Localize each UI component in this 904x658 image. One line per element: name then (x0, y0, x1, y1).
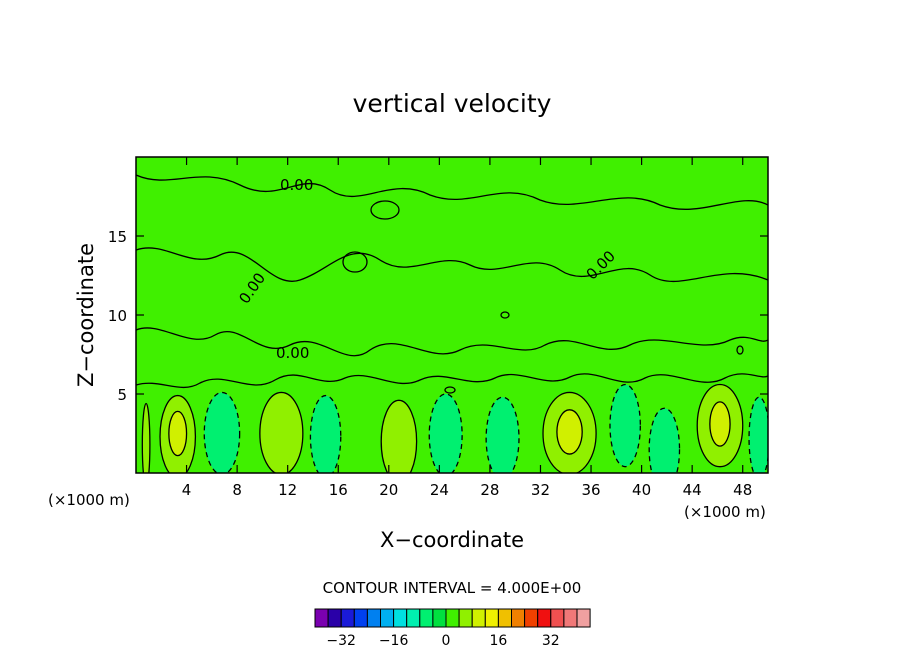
colorbar-swatch (471, 608, 486, 628)
contour-cell-strong (709, 401, 731, 447)
contour-cell-positive (380, 399, 418, 473)
colorbar-tick-label: 16 (489, 633, 507, 649)
x-tick-label: 32 (531, 481, 550, 499)
colorbar-swatch (563, 608, 578, 628)
contour-cell-strong (556, 409, 583, 455)
colorbar-swatch (524, 608, 539, 628)
y-axis-label: Z−coordinate (74, 243, 98, 387)
colorbar-swatch (432, 608, 447, 628)
plot-area: 0.00 0.00 0.00 0.00 4 8 12 16 20 24 28 32 36 40 44… (108, 156, 769, 499)
x-unit-right: (×1000 m) (684, 503, 766, 521)
contour-line (370, 200, 400, 220)
contour-line (736, 345, 744, 355)
field-layer (141, 383, 768, 473)
contour-cell-positive (141, 402, 151, 473)
contour-cell-negative (485, 396, 520, 473)
colorbar-swatch (445, 608, 460, 628)
colorbar-tick-label: −32 (326, 633, 356, 649)
colorbar-ticks: −32 −16 0 16 32 (326, 633, 559, 649)
contour-line (444, 386, 456, 394)
colorbar-swatch (327, 608, 342, 628)
contour-cell-negative (748, 396, 768, 473)
contour-label: 0.00 (276, 344, 309, 362)
colorbar-tick-label: −16 (379, 633, 409, 649)
y-tick-label: 10 (108, 307, 127, 325)
x-axis-ticks: 4 8 12 16 20 24 28 32 36 40 44 48 (182, 157, 752, 499)
x-tick-label: 44 (683, 481, 702, 499)
colorbar-swatch (458, 608, 473, 628)
contour-line (136, 174, 768, 210)
contour-line (136, 373, 768, 388)
contour-cell-strong (168, 410, 188, 457)
colorbar-swatch (366, 608, 381, 628)
contour-cell-negative (203, 391, 241, 473)
colorbar-swatch (406, 608, 421, 628)
y-tick-label: 15 (108, 228, 127, 246)
contour-label: 0.00 (280, 176, 313, 194)
x-tick-label: 8 (232, 481, 242, 499)
colorbar-swatch (484, 608, 499, 628)
region-contours (168, 401, 731, 457)
contour-cell-negative (609, 383, 641, 468)
x-tick-label: 24 (430, 481, 449, 499)
x-tick-label: 36 (581, 481, 600, 499)
contour-cell-negative (648, 407, 681, 473)
x-tick-label: 48 (733, 481, 752, 499)
contour-interval-label: CONTOUR INTERVAL = 4.000E+00 (323, 579, 582, 597)
contour-line (136, 327, 768, 357)
x-tick-label: 12 (278, 481, 297, 499)
x-unit-left: (×1000 m) (48, 491, 130, 509)
colorbar-swatch (537, 608, 552, 628)
x-tick-label: 16 (329, 481, 348, 499)
x-tick-label: 28 (480, 481, 499, 499)
y-tick-label: 5 (117, 386, 127, 404)
x-tick-label: 20 (379, 481, 398, 499)
contour-cell-negative (428, 393, 463, 473)
y-axis-ticks: 5 10 15 (108, 228, 768, 404)
x-tick-label: 40 (632, 481, 651, 499)
colorbar-swatch (419, 608, 434, 628)
contour-line (136, 247, 768, 283)
x-tick-label: 4 (182, 481, 192, 499)
colorbar-swatch (393, 608, 408, 628)
colorbar-swatch (576, 608, 591, 628)
colorbar-swatch (511, 608, 526, 628)
colorbar-swatch (353, 608, 368, 628)
contour-cell-negative (309, 394, 342, 473)
colorbar-swatch (550, 608, 565, 628)
x-axis-label: X−coordinate (380, 528, 524, 552)
colorbar-swatch (314, 608, 329, 628)
colorbar-tick-label: 32 (542, 633, 560, 649)
contour-cell-positive (259, 391, 304, 473)
colorbar (314, 608, 591, 628)
contour-line (342, 251, 368, 273)
colorbar-swatch (497, 608, 512, 628)
contour-line (500, 311, 510, 319)
colorbar-swatch (340, 608, 355, 628)
upper-contour-lines (136, 174, 768, 394)
colorbar-tick-label: 0 (442, 633, 451, 649)
colorbar-swatch (380, 608, 395, 628)
chart-title: vertical velocity (353, 89, 552, 118)
